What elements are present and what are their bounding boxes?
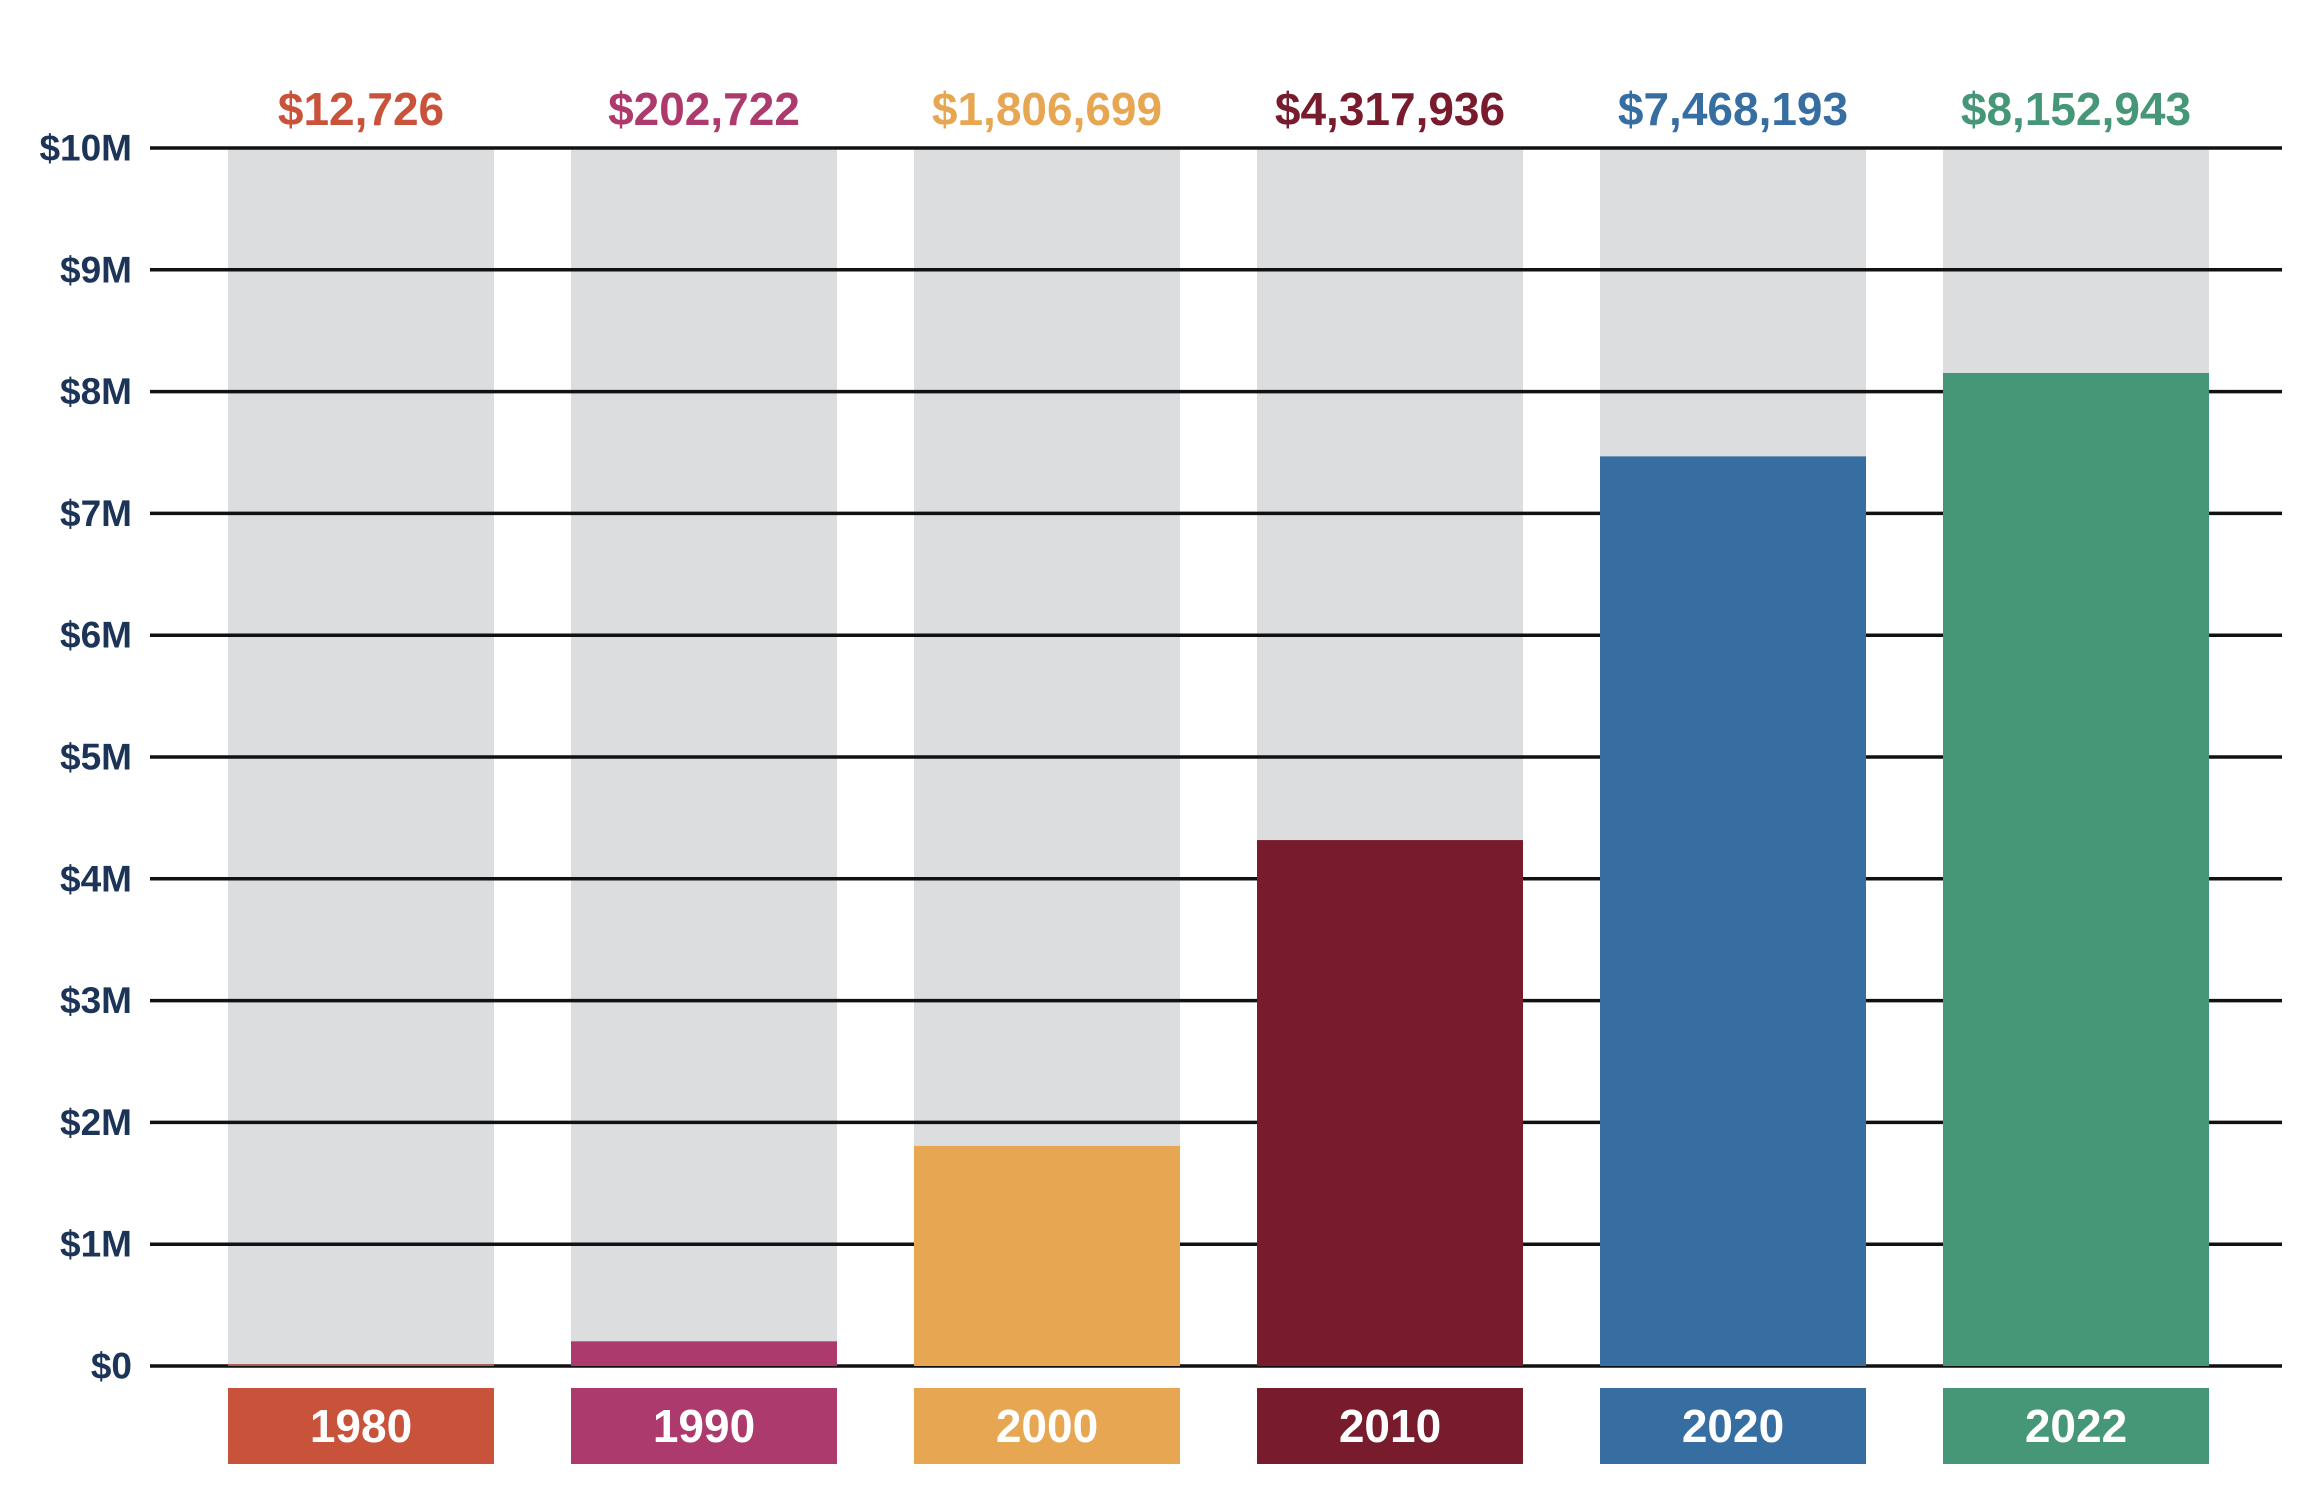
category-label-1980: 1980 [310,1400,412,1452]
value-label-2022: $8,152,943 [1961,83,2191,135]
x-axis-category-labels: 1980 1990 2000 2010 2020 2022 [228,1388,2209,1464]
y-tick-label: $5M [60,737,132,778]
value-label-2000: $1,806,699 [932,83,1162,135]
category-label-2022: 2022 [2025,1400,2127,1452]
bars [228,372,2209,1366]
bar-1980 [228,1364,494,1366]
y-tick-label: $0 [91,1346,132,1387]
value-label-2020: $7,468,193 [1618,83,1848,135]
bar-2010 [1257,840,1523,1366]
category-label-2010: 2010 [1339,1400,1441,1452]
y-axis-tick-labels: $0 $1M $2M $3M $4M $5M $6M $7M $8M $9M $10M [39,128,132,1387]
category-label-box-1990 [571,1388,837,1464]
category-label-2020: 2020 [1682,1400,1784,1452]
category-label-box-2010 [1257,1388,1523,1464]
category-label-1990: 1990 [653,1400,755,1452]
gridlines [150,146,2282,1368]
y-tick-label: $1M [60,1224,132,1265]
value-label-1990: $202,722 [608,83,800,135]
category-label-box-2020 [1600,1388,1866,1464]
bar-2000 [914,1145,1180,1366]
y-tick-label: $8M [60,371,132,412]
bar-1990 [571,1341,837,1366]
y-tick-label: $7M [60,493,132,534]
category-label-2000: 2000 [996,1400,1098,1452]
y-tick-label: $2M [60,1102,132,1143]
category-label-box-2000 [914,1388,1180,1464]
y-tick-label: $6M [60,615,132,656]
bar-2020 [1600,456,1866,1366]
y-tick-label: $10M [39,128,132,169]
bar-value-labels: $12,726 $202,722 $1,806,699 $4,317,936 $7,46… [278,83,2191,135]
category-label-box-2022 [1943,1388,2209,1464]
bar-2022 [1943,372,2209,1366]
category-label-box-1980 [228,1388,494,1464]
y-tick-label: $4M [60,858,132,899]
y-tick-label: $9M [60,249,132,290]
value-label-1980: $12,726 [278,83,444,135]
y-tick-label: $3M [60,980,132,1021]
value-label-2010: $4,317,936 [1275,83,1505,135]
